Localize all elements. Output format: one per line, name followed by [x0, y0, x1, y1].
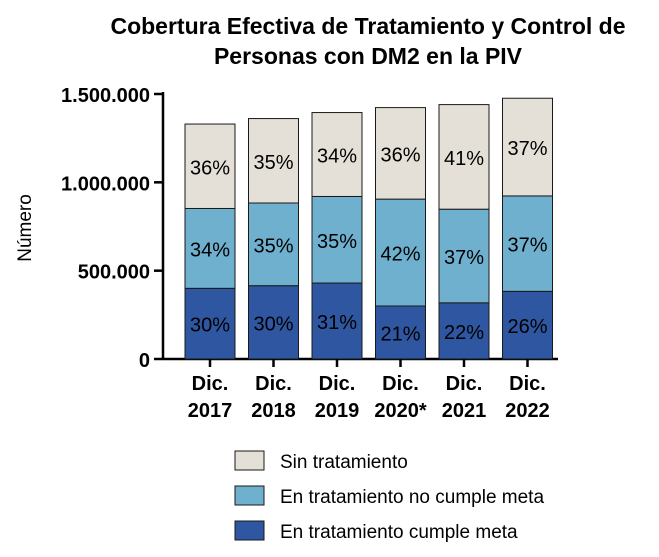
legend-swatch: [234, 450, 265, 471]
data-label-sin-tratamiento: 37%: [507, 138, 547, 160]
x-tick-label: Dic.: [382, 373, 419, 395]
x-tick-label: 2020*: [374, 400, 426, 422]
bar-segment-sin-tratamiento: [248, 118, 299, 204]
x-tick-label: Dic.: [319, 373, 356, 395]
data-label-en-tratamiento-no-cumple-meta: 35%: [317, 231, 357, 253]
x-tick-label: 2019: [315, 400, 360, 422]
data-label-sin-tratamiento: 36%: [380, 144, 420, 166]
bar-segment-sin-tratamiento: [375, 107, 426, 200]
data-label-en-tratamiento-no-cumple-meta: 37%: [444, 247, 484, 269]
data-label-en-tratamiento-cumple-meta: 30%: [253, 313, 293, 335]
y-tick-label: 0: [139, 350, 150, 372]
x-tick-label: Dic.: [446, 373, 483, 395]
data-label-en-tratamiento-no-cumple-meta: 42%: [380, 244, 420, 266]
legend-label: En tratamiento no cumple meta: [280, 487, 544, 508]
legend-swatch: [234, 520, 265, 541]
bar-segment-en-tratamiento-cumple-meta: [438, 302, 490, 360]
bar-segment-en-tratamiento-no-cumple-meta: [184, 207, 236, 289]
data-label-en-tratamiento-no-cumple-meta: 34%: [190, 239, 230, 261]
y-axis-label: Número: [15, 194, 36, 262]
bar-segment-sin-tratamiento: [438, 104, 490, 210]
x-tick-label: 2017: [188, 400, 233, 422]
data-label-en-tratamiento-cumple-meta: 22%: [444, 322, 484, 344]
x-tick-label: Dic.: [255, 373, 292, 395]
bar-segment-sin-tratamiento: [311, 112, 363, 197]
x-tick-label: Dic.: [509, 373, 546, 395]
chart-title-line-2: Personas con DM2 en la PIV: [214, 43, 523, 69]
data-label-sin-tratamiento: 34%: [317, 146, 357, 168]
data-label-sin-tratamiento: 41%: [444, 148, 484, 170]
data-label-en-tratamiento-cumple-meta: 31%: [317, 312, 357, 334]
legend-swatch: [234, 485, 265, 506]
x-tick-label: 2021: [442, 400, 487, 422]
bar-segment-sin-tratamiento: [184, 123, 236, 209]
x-tick-label: Dic.: [192, 373, 229, 395]
legend-label: En tratamiento cumple meta: [280, 522, 518, 543]
data-label-sin-tratamiento: 35%: [253, 152, 293, 174]
data-label-en-tratamiento-cumple-meta: 30%: [190, 315, 230, 337]
bar-segment-en-tratamiento-no-cumple-meta: [248, 202, 299, 287]
y-tick-label: 1.000.000: [61, 173, 150, 195]
data-label-en-tratamiento-cumple-meta: 21%: [380, 324, 420, 346]
bar-segment-en-tratamiento-cumple-meta: [248, 285, 299, 360]
x-tick-label: 2022: [505, 400, 550, 422]
data-label-sin-tratamiento: 36%: [190, 157, 230, 179]
chart-title-line-1: Cobertura Efectiva de Tratamiento y Cont…: [110, 13, 625, 39]
data-label-en-tratamiento-cumple-meta: 26%: [507, 316, 547, 338]
legend-label: Sin tratamiento: [280, 452, 408, 473]
legend: Sin tratamiento En tratamiento no cumple …: [234, 450, 544, 543]
x-tick-label: 2018: [251, 400, 296, 422]
data-label-en-tratamiento-no-cumple-meta: 37%: [507, 235, 547, 257]
y-tick-label: 1.500.000: [61, 85, 150, 107]
data-label-en-tratamiento-no-cumple-meta: 35%: [253, 235, 293, 257]
plot-area: 0 500.000 1.000.000 1.500.000 30% 34% 36% Dic. 2…: [61, 85, 558, 422]
bar-segment-en-tratamiento-cumple-meta: [502, 290, 553, 360]
bar-segment-sin-tratamiento: [502, 97, 553, 197]
bar-segment-en-tratamiento-no-cumple-meta: [311, 195, 363, 284]
y-tick-label: 500.000: [78, 262, 150, 284]
